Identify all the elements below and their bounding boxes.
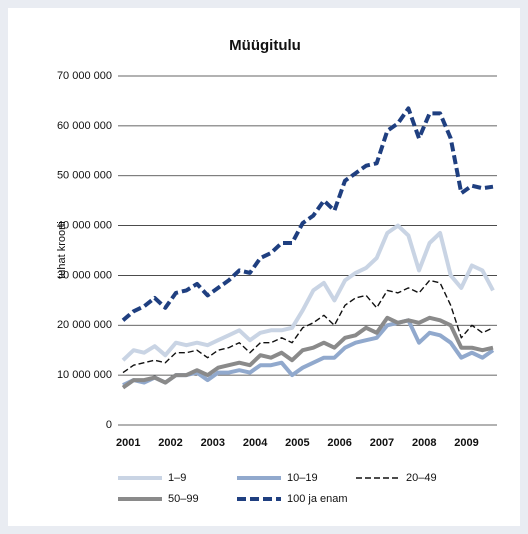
y-axis-label: tuhat krooni	[56, 221, 68, 278]
y-tick-label: 10 000 000	[57, 369, 112, 381]
y-tick-label: 60 000 000	[57, 120, 112, 132]
series-line	[122, 279, 494, 374]
y-tick-label: 20 000 000	[57, 319, 112, 331]
y-tick-label: 50 000 000	[57, 170, 112, 182]
y-tick-label: 70 000 000	[57, 70, 112, 82]
x-tick-label: 2007	[370, 437, 394, 449]
legend-label: 20–49	[406, 472, 437, 484]
chart-title: Müügitulu	[229, 37, 301, 54]
series-line	[121, 106, 494, 322]
y-tick-label: 0	[106, 419, 112, 431]
x-tick-label: 2006	[327, 437, 351, 449]
x-tick-label: 2002	[158, 437, 182, 449]
panel	[8, 8, 520, 526]
x-tick-label: 2005	[285, 437, 309, 449]
x-tick-label: 2004	[243, 437, 268, 449]
series-line	[121, 315, 494, 390]
legend-label: 50–99	[168, 493, 199, 505]
legend-label: 100 ja enam	[287, 493, 348, 505]
legend-label: 10–19	[287, 472, 318, 484]
series-line	[121, 223, 495, 362]
x-tick-label: 2001	[116, 437, 140, 449]
x-tick-label: 2008	[412, 437, 436, 449]
x-tick-label: 2009	[454, 437, 478, 449]
y-tick-label: 30 000 000	[57, 269, 112, 281]
legend-label: 1–9	[168, 472, 186, 484]
x-tick-label: 2003	[201, 437, 225, 449]
y-tick-label: 40 000 000	[57, 219, 112, 231]
